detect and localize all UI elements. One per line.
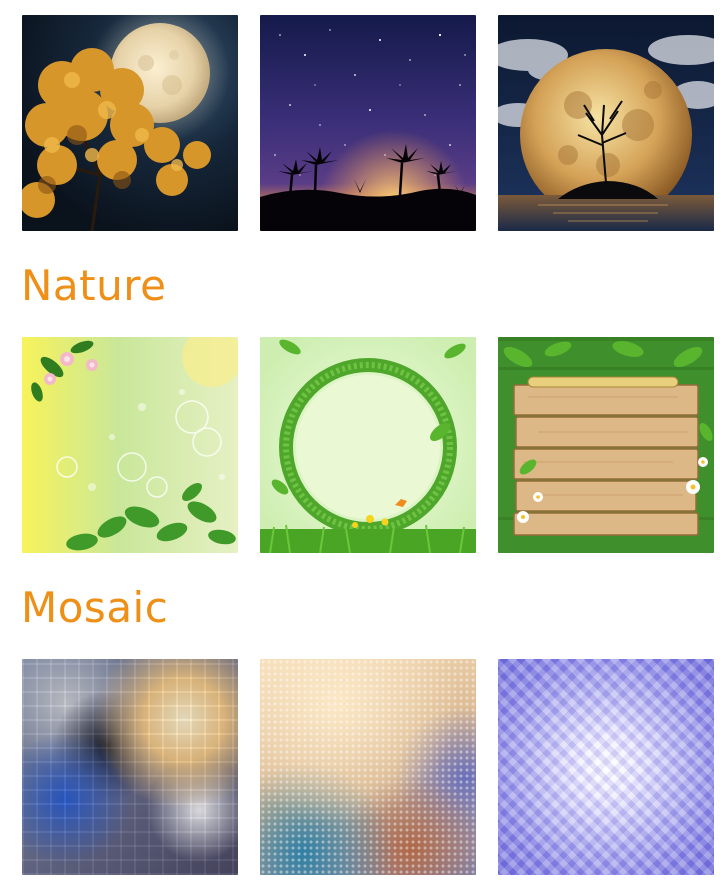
flower-bokeh-thumbnail[interactable] <box>22 337 238 553</box>
moon-tree-image <box>22 15 238 231</box>
gold-mosaic-thumbnail[interactable] <box>260 659 476 875</box>
blurred-mosaic-thumbnail[interactable] <box>22 659 238 875</box>
grass-circle-thumbnail[interactable] <box>260 337 476 553</box>
wooden-board-thumbnail[interactable] <box>498 337 714 553</box>
purple-mosaic-thumbnail[interactable] <box>498 659 714 875</box>
wooden-board-image <box>498 337 714 553</box>
moon-island-image <box>498 15 714 231</box>
grass-circle-image <box>260 337 476 553</box>
moon-island-thumbnail[interactable] <box>498 15 714 231</box>
starry-sky-thumbnail[interactable] <box>260 15 476 231</box>
section-title-nature: Nature <box>21 261 167 310</box>
moon-tree-thumbnail[interactable] <box>22 15 238 231</box>
flower-bokeh-image <box>22 337 238 553</box>
section-title-mosaic: Mosaic <box>21 583 169 632</box>
starry-sky-image <box>260 15 476 231</box>
